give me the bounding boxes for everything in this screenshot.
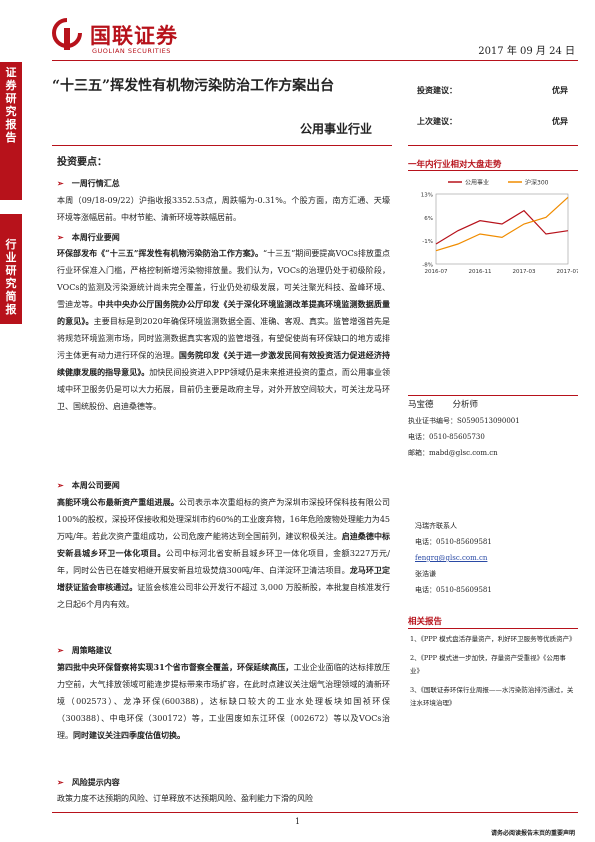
sidebar-top-char: 报 [5, 118, 17, 131]
previous-label: 上次建议： [417, 116, 457, 126]
summary-heading: 投资要点： [57, 157, 107, 168]
series-line-1 [435, 196, 569, 252]
x-tick-label: 2017-07 [557, 269, 578, 275]
x-tick-label: 2016-11 [469, 269, 492, 275]
footer-divider [52, 812, 578, 813]
contact-block: 冯瑞齐联系人 电话：0510-85609581 fengrq@glsc.com.… [415, 518, 575, 598]
chart-divider [408, 170, 578, 171]
contact2-phone: 电话：0510-85609581 [415, 586, 492, 594]
section-heading-strategy: ➢ 周策略建议 [57, 645, 112, 655]
investment-value: 优异 [552, 85, 568, 95]
analyst-cert: 执业证书编号：S0590513090001 [408, 417, 520, 425]
y-tick-label: -1% [422, 239, 433, 245]
market-paragraph: 本周（09/18-09/22）沪指收报3352.53点，周跌幅为-0.31%。个… [57, 196, 390, 222]
legend-label: 沪深300 [525, 179, 549, 187]
company-paragraph: 高能环境公布最新资产重组进展。公司表示本次重组标的资产为深圳市深投环保科技有限公… [57, 497, 391, 609]
sidebar-top-char: 券 [5, 79, 17, 92]
analyst-name: 马宝德 [408, 400, 434, 410]
investment-label: 投资建议： [417, 85, 457, 95]
page-number: 1 [295, 817, 301, 826]
arrow-icon: ➢ [57, 645, 64, 655]
section-heading-news: ➢ 本周行业要闻 [57, 232, 120, 242]
sidebar-mid-char: 行 [5, 238, 17, 251]
relative-performance-chart: 13% 6% -1% -8%2016-07 2016-11 2017-03 2017-07 公… [421, 179, 578, 276]
right-divider [408, 145, 578, 146]
sidebar-report-type: 证券研究报告 [0, 62, 22, 200]
left-divider [52, 145, 392, 146]
sidebar-top-char: 告 [5, 131, 17, 144]
sidebar-top-char: 研 [5, 92, 17, 105]
logo-mark-icon [52, 18, 82, 50]
analyst-block: 马宝德 分析师 执业证书编号：S0590513090001 电话：0510-85… [408, 397, 578, 461]
x-tick-label: 2017-03 [513, 269, 536, 275]
analyst-role: 分析师 [452, 400, 478, 410]
previous-value: 优异 [552, 116, 568, 126]
analyst-email[interactable]: 邮箱：mabd@glsc.com.cn [408, 449, 498, 457]
analyst-divider [408, 395, 578, 396]
disclaimer: 请务必阅读报告末页的重要声明 [490, 830, 575, 837]
logo-text: 国联证券 [90, 24, 178, 48]
report-title: “十三五”挥发性有机物污染防治工作方案出台 [52, 78, 335, 94]
legend-label: 公用事业 [465, 179, 489, 187]
news-paragraph: 环保部发布《“十三五”挥发性有机物污染防治工作方案》。“十三五”期间要提高VOC… [57, 248, 391, 411]
strategy-paragraph: 第四批中央环保督察将实现31个省市督察全覆盖，环保延续高压，工业企业面临的达标排… [57, 662, 390, 740]
arrow-icon: ➢ [57, 480, 64, 490]
arrow-icon: ➢ [57, 777, 64, 787]
industry-name: 公用事业行业 [300, 122, 373, 136]
arrow-icon: ➢ [57, 232, 64, 242]
related-list: 1、《PPP 模式盘活存量资产，利好环卫服务等优质资产》 2、《PPP 模式进一… [410, 633, 576, 710]
header-divider [52, 60, 578, 61]
related-item[interactable]: 1、《PPP 模式盘活存量资产，利好环卫服务等优质资产》 [410, 635, 576, 643]
risk-paragraph: 政策力度不达预期的风险、订单释放不达预期风险、盈利能力下滑的风险 [57, 794, 313, 803]
report-date: 2017 年 09 月 24 日 [478, 46, 575, 57]
related-title: 相关报告 [408, 617, 443, 627]
related-item[interactable]: 3、《国联证券环保行业周报——水污染防治排污通过，关注水环境治理》 [410, 686, 574, 707]
section-heading-market: ➢ 一周行情汇总 [57, 178, 120, 188]
x-tick-label: 2016-07 [425, 269, 448, 275]
sidebar-mid-char: 业 [5, 251, 17, 264]
y-tick-label: -8% [422, 263, 433, 269]
section-heading-company: ➢ 本周公司要闻 [57, 480, 120, 490]
y-tick-label: 6% [424, 216, 433, 222]
logo: 国联证券 GUOLIAN SECURITIES [52, 18, 222, 55]
sidebar-report-category: 行业研究简报 [0, 214, 22, 324]
contact-email[interactable]: fengrq@glsc.com.cn [415, 554, 488, 562]
contact-phone: 电话：0510-85609581 [415, 538, 492, 546]
sidebar-mid-char: 研 [5, 264, 17, 277]
contact2-name: 张浩谦 [415, 570, 436, 578]
plot-frame [435, 193, 569, 265]
sidebar-top-char: 证 [5, 66, 17, 79]
contact-name: 冯瑞齐联系人 [415, 522, 457, 530]
logo-subtext: GUOLIAN SECURITIES [92, 47, 171, 55]
sidebar-mid-char: 简 [5, 290, 17, 303]
sidebar-mid-char: 究 [5, 277, 17, 290]
arrow-icon: ➢ [57, 178, 64, 188]
series-line-0 [435, 209, 569, 245]
analyst-phone: 电话：0510-85605730 [408, 433, 485, 441]
sidebar-top-char: 究 [5, 105, 17, 118]
section-heading-risk: ➢ 风险提示内容 [57, 777, 120, 787]
chart-title: 一年内行业相对大盘走势 [408, 160, 502, 170]
y-tick-label: 13% [421, 193, 433, 199]
related-item[interactable]: 2、《PPP 模式进一步加快，存量资产受重视》《公用事业》 [410, 654, 566, 675]
related-divider [408, 628, 578, 629]
sidebar-mid-char: 报 [5, 303, 17, 316]
